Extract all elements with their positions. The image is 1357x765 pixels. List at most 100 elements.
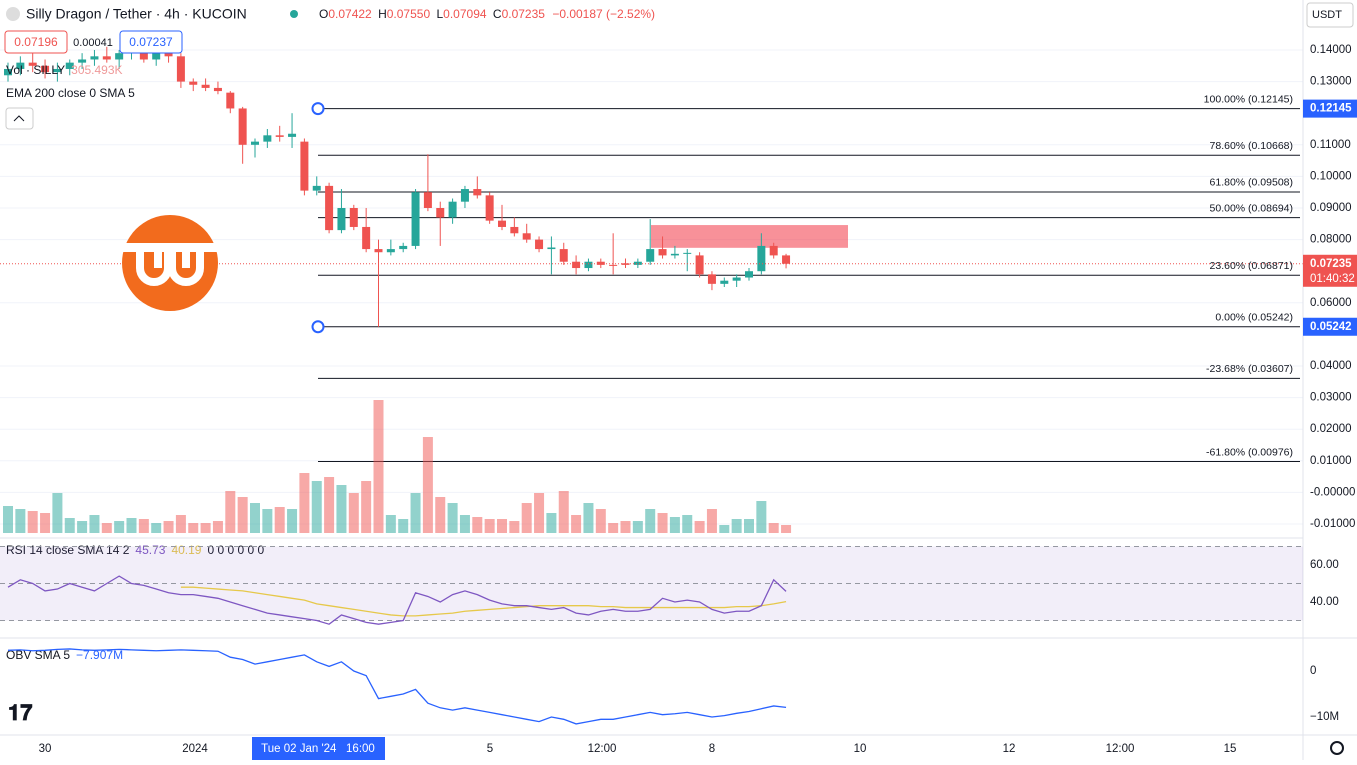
- volume-bar: [114, 521, 125, 533]
- candle-body: [28, 62, 37, 66]
- candle-body: [337, 208, 346, 231]
- collapse-button[interactable]: [5, 107, 34, 130]
- candle-body: [510, 226, 519, 234]
- candle-body: [374, 249, 383, 253]
- volume-bar: [694, 521, 705, 533]
- volume-bar: [534, 493, 545, 533]
- volume-bar: [237, 497, 248, 533]
- price-tick-label: 0.09000: [1310, 202, 1352, 214]
- volume-bar: [781, 525, 792, 533]
- price-marker-box: [1303, 317, 1357, 336]
- candle-body: [707, 274, 716, 284]
- price-tick-label: -0.01000: [1310, 518, 1355, 530]
- volume-bar: [521, 503, 532, 533]
- fib-label: 23.60% (0.06871): [1210, 260, 1293, 272]
- volume-bar: [459, 515, 470, 533]
- candle-body: [633, 261, 642, 265]
- volume-bar: [311, 481, 322, 533]
- candle-body: [251, 141, 259, 145]
- volume-bar: [583, 503, 594, 533]
- time-label: 8: [709, 743, 715, 755]
- candle-body: [139, 50, 148, 60]
- volume-bar: [77, 521, 88, 533]
- rsi-sma-line: [180, 586, 787, 617]
- fib-label: 78.60% (0.10668): [1210, 140, 1293, 152]
- volume-bar: [274, 507, 285, 533]
- volume-bar: [336, 485, 347, 533]
- candle-body: [658, 249, 667, 256]
- candle-body: [4, 68, 12, 76]
- rsi-line: [7, 575, 787, 625]
- candle-body: [584, 261, 593, 269]
- candle-body: [670, 253, 679, 256]
- bid-box[interactable]: [4, 30, 68, 54]
- volume-bar: [40, 513, 51, 533]
- price-marker-box: [1303, 99, 1357, 118]
- candle-body: [90, 56, 99, 60]
- candle-body: [362, 226, 371, 250]
- candle-body: [448, 201, 457, 218]
- time-label: 10: [854, 743, 867, 755]
- zone: [651, 225, 848, 248]
- candle-body: [720, 280, 729, 284]
- volume-bar: [669, 517, 680, 533]
- time-label: 2024: [182, 743, 208, 755]
- volume-bar: [744, 519, 754, 533]
- l-label: L: [436, 7, 443, 21]
- price-tick-label: 0.11000: [1310, 139, 1351, 151]
- volume-bar: [3, 506, 13, 533]
- time-label: 12:00: [588, 743, 617, 755]
- crosshair-time-box: [252, 737, 385, 760]
- price-marker: 0.12145: [1310, 103, 1352, 115]
- candle-body: [288, 133, 297, 137]
- time-label: 15: [1224, 743, 1237, 755]
- candle-body: [547, 247, 556, 250]
- currency-button[interactable]: [1306, 2, 1354, 28]
- volume-bar: [373, 400, 384, 533]
- volume-bar: [657, 513, 668, 533]
- o: 0.07422: [328, 7, 372, 21]
- price-tick-label: -0.00000: [1310, 486, 1355, 498]
- candle-body: [745, 271, 753, 278]
- volume-bar: [731, 519, 742, 533]
- fib-label: -23.68% (0.03607): [1206, 363, 1293, 375]
- ask-box[interactable]: [119, 30, 183, 54]
- volume-bar: [200, 523, 211, 533]
- candle-body: [115, 53, 124, 60]
- candle-body: [65, 62, 74, 69]
- volume-bar: [608, 523, 619, 533]
- volume-bar: [719, 525, 730, 533]
- crosshair-time: Tue 02 Jan '24 16:00: [261, 743, 375, 755]
- volume-bar: [163, 521, 174, 533]
- volume-bar: [447, 503, 458, 533]
- change: −0.00187 (−2.52%): [552, 7, 655, 21]
- fib-handle: [311, 320, 325, 334]
- volume-bar: [225, 491, 236, 533]
- volume-bar: [410, 493, 421, 533]
- candle-body: [41, 65, 50, 73]
- volume-bar: [756, 501, 767, 533]
- settings-icon[interactable]: [1330, 741, 1344, 755]
- ema-label: EMA 200 close 0 SMA 5: [6, 86, 135, 100]
- candle-body: [201, 84, 210, 88]
- volume-bar: [27, 511, 38, 533]
- volume-bar: [385, 515, 396, 533]
- vol-name: Vol · SILLY: [6, 63, 65, 77]
- candle-body: [695, 255, 704, 275]
- time-label: 5: [487, 743, 493, 755]
- candle-body: [757, 245, 766, 272]
- price-tick-label: 0.13000: [1310, 76, 1352, 88]
- candle-body: [559, 249, 568, 262]
- candle-body: [423, 192, 432, 208]
- candle-body: [572, 261, 581, 269]
- candle-body: [782, 255, 791, 264]
- volume-bar: [497, 519, 507, 533]
- candle-body: [16, 62, 25, 69]
- obv-value: −7.907M: [76, 648, 123, 662]
- tv-logo: 𝟏𝟕: [8, 700, 33, 725]
- candle-body: [485, 195, 494, 221]
- last-price: 0.07235: [1310, 258, 1352, 270]
- rsi-sma-value: 40.19: [171, 543, 201, 557]
- rsi-value: 45.73: [135, 543, 165, 557]
